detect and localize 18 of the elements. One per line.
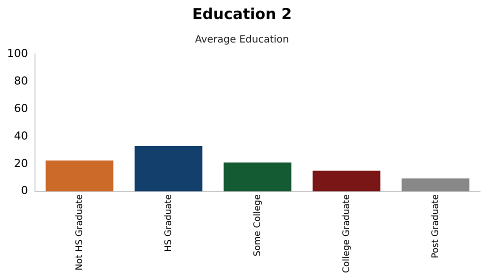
y-tick-label: 80 [14,74,28,88]
bar [312,170,380,192]
y-tick-label: 40 [14,129,28,142]
y-tick-label: 60 [14,102,28,115]
y-tick-label: 100 [6,46,28,60]
x-tick-label: Some College [252,194,263,256]
y-tick-label: 0 [20,184,28,198]
x-tick-label: Post Graduate [430,194,441,258]
chart-subtitle: Average Education [194,34,290,46]
bar [134,146,202,192]
x-tick-label: Not HS Graduate [74,194,85,271]
x-tick-label: College Graduate [342,194,352,274]
bar [224,162,292,192]
y-tick-label: 20 [14,156,28,170]
x-tick-label: HS Graduate [164,194,174,252]
chart-title: Education 2 [192,4,292,23]
bar [46,160,114,192]
bar [402,178,470,192]
